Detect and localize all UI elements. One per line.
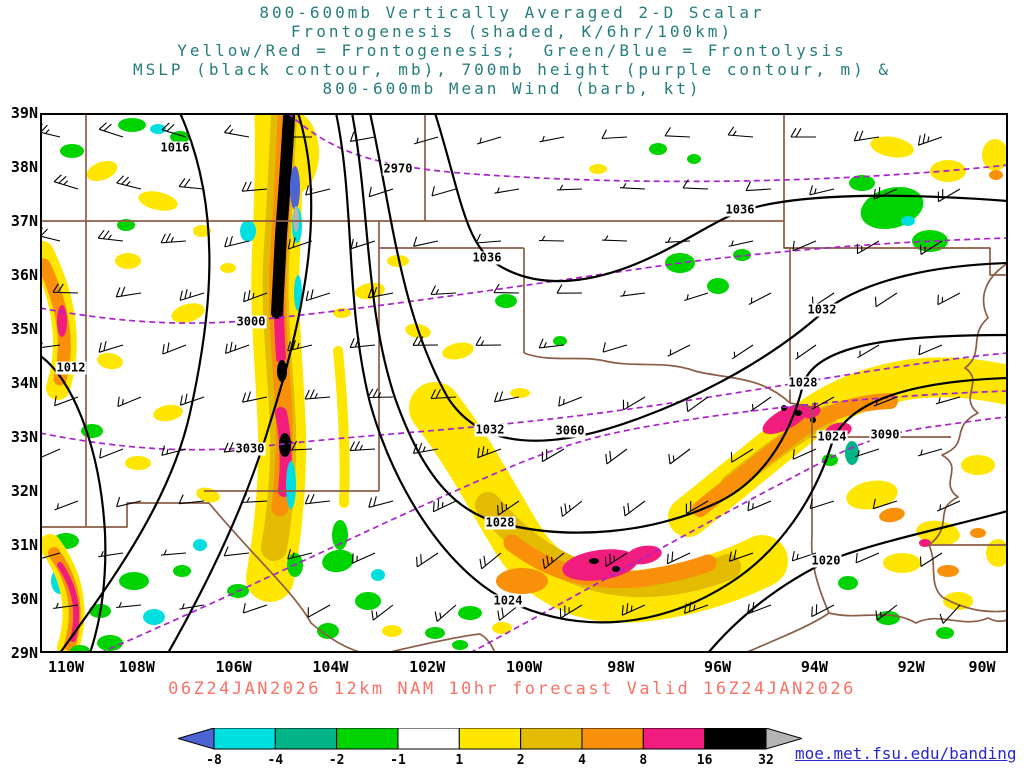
colorbar-tick: 1 [455, 753, 463, 768]
lat-label: 33N [10, 428, 38, 446]
mslp-contour-label: 1036 [471, 250, 503, 265]
title-line-3: Yellow/Red = Frontogenesis; Green/Blue =… [177, 41, 847, 60]
map-panel: 1016 1012 1036 1036 1032 1032 1028 1028 1024 1024… [40, 113, 1008, 653]
lat-label: 37N [10, 212, 38, 230]
title-line-1: 800-600mb Vertically Averaged 2-D Scalar [259, 3, 765, 22]
colorbar-tick: 32 [758, 753, 774, 768]
lon-label: 108W [118, 658, 155, 676]
frontogenesis-shading [42, 115, 1006, 651]
colorbar-tick: -8 [206, 753, 222, 768]
lat-label: 34N [10, 374, 38, 392]
lon-label: 92W [897, 658, 925, 676]
lon-label: 90W [968, 658, 996, 676]
mslp-contours [42, 115, 1006, 651]
mslp-contour-label: 1028 [787, 375, 819, 390]
lat-label: 30N [10, 590, 38, 608]
lat-label: 29N [10, 644, 38, 662]
map-canvas [40, 113, 1008, 653]
lat-label: 38N [10, 158, 38, 176]
colorbar-segment [336, 727, 399, 750]
colorbar-segment [704, 727, 767, 750]
mslp-contour-label: 1036 [724, 202, 756, 217]
colorbar-tick: 2 [517, 753, 525, 768]
colorbar-segment [397, 727, 460, 750]
colorbar-segment [642, 727, 706, 750]
colorbar-segment [213, 727, 276, 750]
colorbar-arrow-right [765, 727, 804, 750]
title-line-5: 800-600mb Mean Wind (barb, kt) [322, 79, 702, 98]
chart-title: 800-600mb Vertically Averaged 2-D Scalar… [0, 3, 1024, 98]
height-contour-label: 2970 [382, 161, 414, 176]
mslp-contour-label: 1024 [492, 593, 524, 608]
mslp-contour-label: 1016 [159, 140, 191, 155]
mslp-contour-label: 1020 [810, 553, 842, 568]
colorbar-tick: -4 [268, 753, 284, 768]
lon-label: 102W [409, 658, 446, 676]
lat-label: 31N [10, 536, 38, 554]
mslp-contour-label: 1024 [816, 429, 848, 444]
valid-time-line: 06Z24JAN2026 12km NAM 10hr forecast Vali… [168, 679, 856, 699]
height-contour-label: 3000 [235, 314, 267, 329]
colorbar-segment [581, 727, 644, 750]
mslp-contour-label: 1032 [474, 422, 506, 437]
lon-label: 94W [800, 658, 828, 676]
colorbar-tick: 16 [697, 753, 713, 768]
lon-label: 110W [47, 658, 85, 676]
lon-label: 100W [505, 658, 543, 676]
colorbar: -8 -4 -2 -1 1 2 4 8 16 32 [176, 727, 804, 768]
colorbar-segment [274, 727, 338, 750]
lon-label: 104W [312, 658, 349, 676]
wind-barbs [42, 122, 961, 624]
title-line-2: Frontogenesis (shaded, K/6hr/100km) [290, 22, 734, 41]
colorbar-tick: 8 [639, 753, 647, 768]
height-contour-label: 3030 [234, 441, 266, 456]
colorbar-segment [520, 727, 583, 750]
lat-label: 36N [10, 266, 38, 284]
lat-label: 35N [10, 320, 38, 338]
state-borders [42, 115, 1006, 651]
colorbar-canvas: -8 -4 -2 -1 1 2 4 8 16 32 [176, 727, 804, 768]
lon-label: 98W [607, 658, 635, 676]
colorbar-segment [458, 727, 522, 750]
colorbar-tick: -2 [329, 753, 345, 768]
title-line-4: MSLP (black contour, mb), 700mb height (… [133, 60, 891, 79]
height-contour-label: 3090 [869, 427, 901, 442]
colorbar-tick: -1 [390, 753, 406, 768]
height-contour-label: 3060 [554, 423, 586, 438]
banding-link[interactable]: moe.met.fsu.edu/banding [795, 744, 1017, 763]
map-frame [40, 113, 1008, 653]
lon-label: 106W [215, 658, 252, 676]
mslp-contour-label: 1028 [484, 515, 516, 530]
lat-label: 39N [10, 104, 38, 122]
colorbar-tick: 4 [578, 753, 586, 768]
colorbar-arrow-left [176, 727, 215, 750]
lat-label: 32N [10, 482, 38, 500]
mslp-contour-label: 1012 [55, 360, 87, 375]
mslp-contour-label: 1032 [806, 302, 838, 317]
lon-label: 96W [704, 658, 732, 676]
